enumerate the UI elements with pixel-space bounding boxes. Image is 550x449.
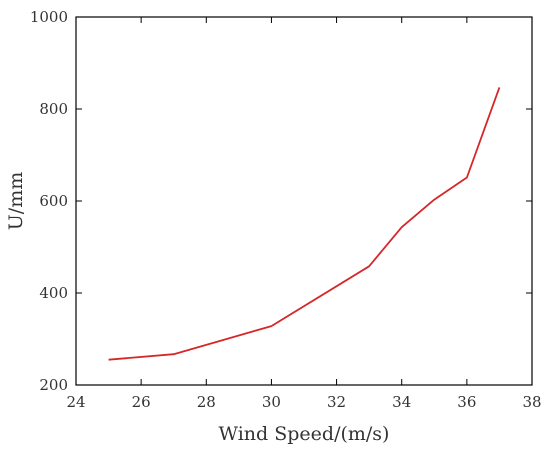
y-tick-label: 200	[39, 376, 68, 394]
y-axis-ticks: 200 400 600 800 1000	[30, 8, 532, 394]
series-layer	[108, 87, 501, 361]
x-tick-label: 36	[457, 393, 476, 411]
plot-border	[75, 16, 533, 386]
y-tick-label: 600	[39, 192, 68, 210]
series-line	[108, 87, 501, 361]
x-tick-label: 24	[66, 393, 85, 411]
x-axis-title: Wind Speed/(m/s)	[219, 423, 390, 445]
x-tick-label: 34	[392, 393, 411, 411]
y-tick-label: 1000	[30, 8, 68, 26]
x-tick-label: 38	[522, 393, 541, 411]
plot-frame	[75, 16, 533, 386]
x-tick-label: 32	[327, 393, 346, 411]
y-tick-label: 400	[39, 284, 68, 302]
x-tick-label: 26	[132, 393, 151, 411]
y-axis-title: U/mm	[5, 172, 27, 230]
x-tick-label: 28	[197, 393, 216, 411]
x-axis-ticks: 24 26 28 30 32 34 36 38	[66, 17, 542, 411]
x-tick-label: 30	[262, 393, 281, 411]
y-tick-label: 800	[39, 100, 68, 118]
